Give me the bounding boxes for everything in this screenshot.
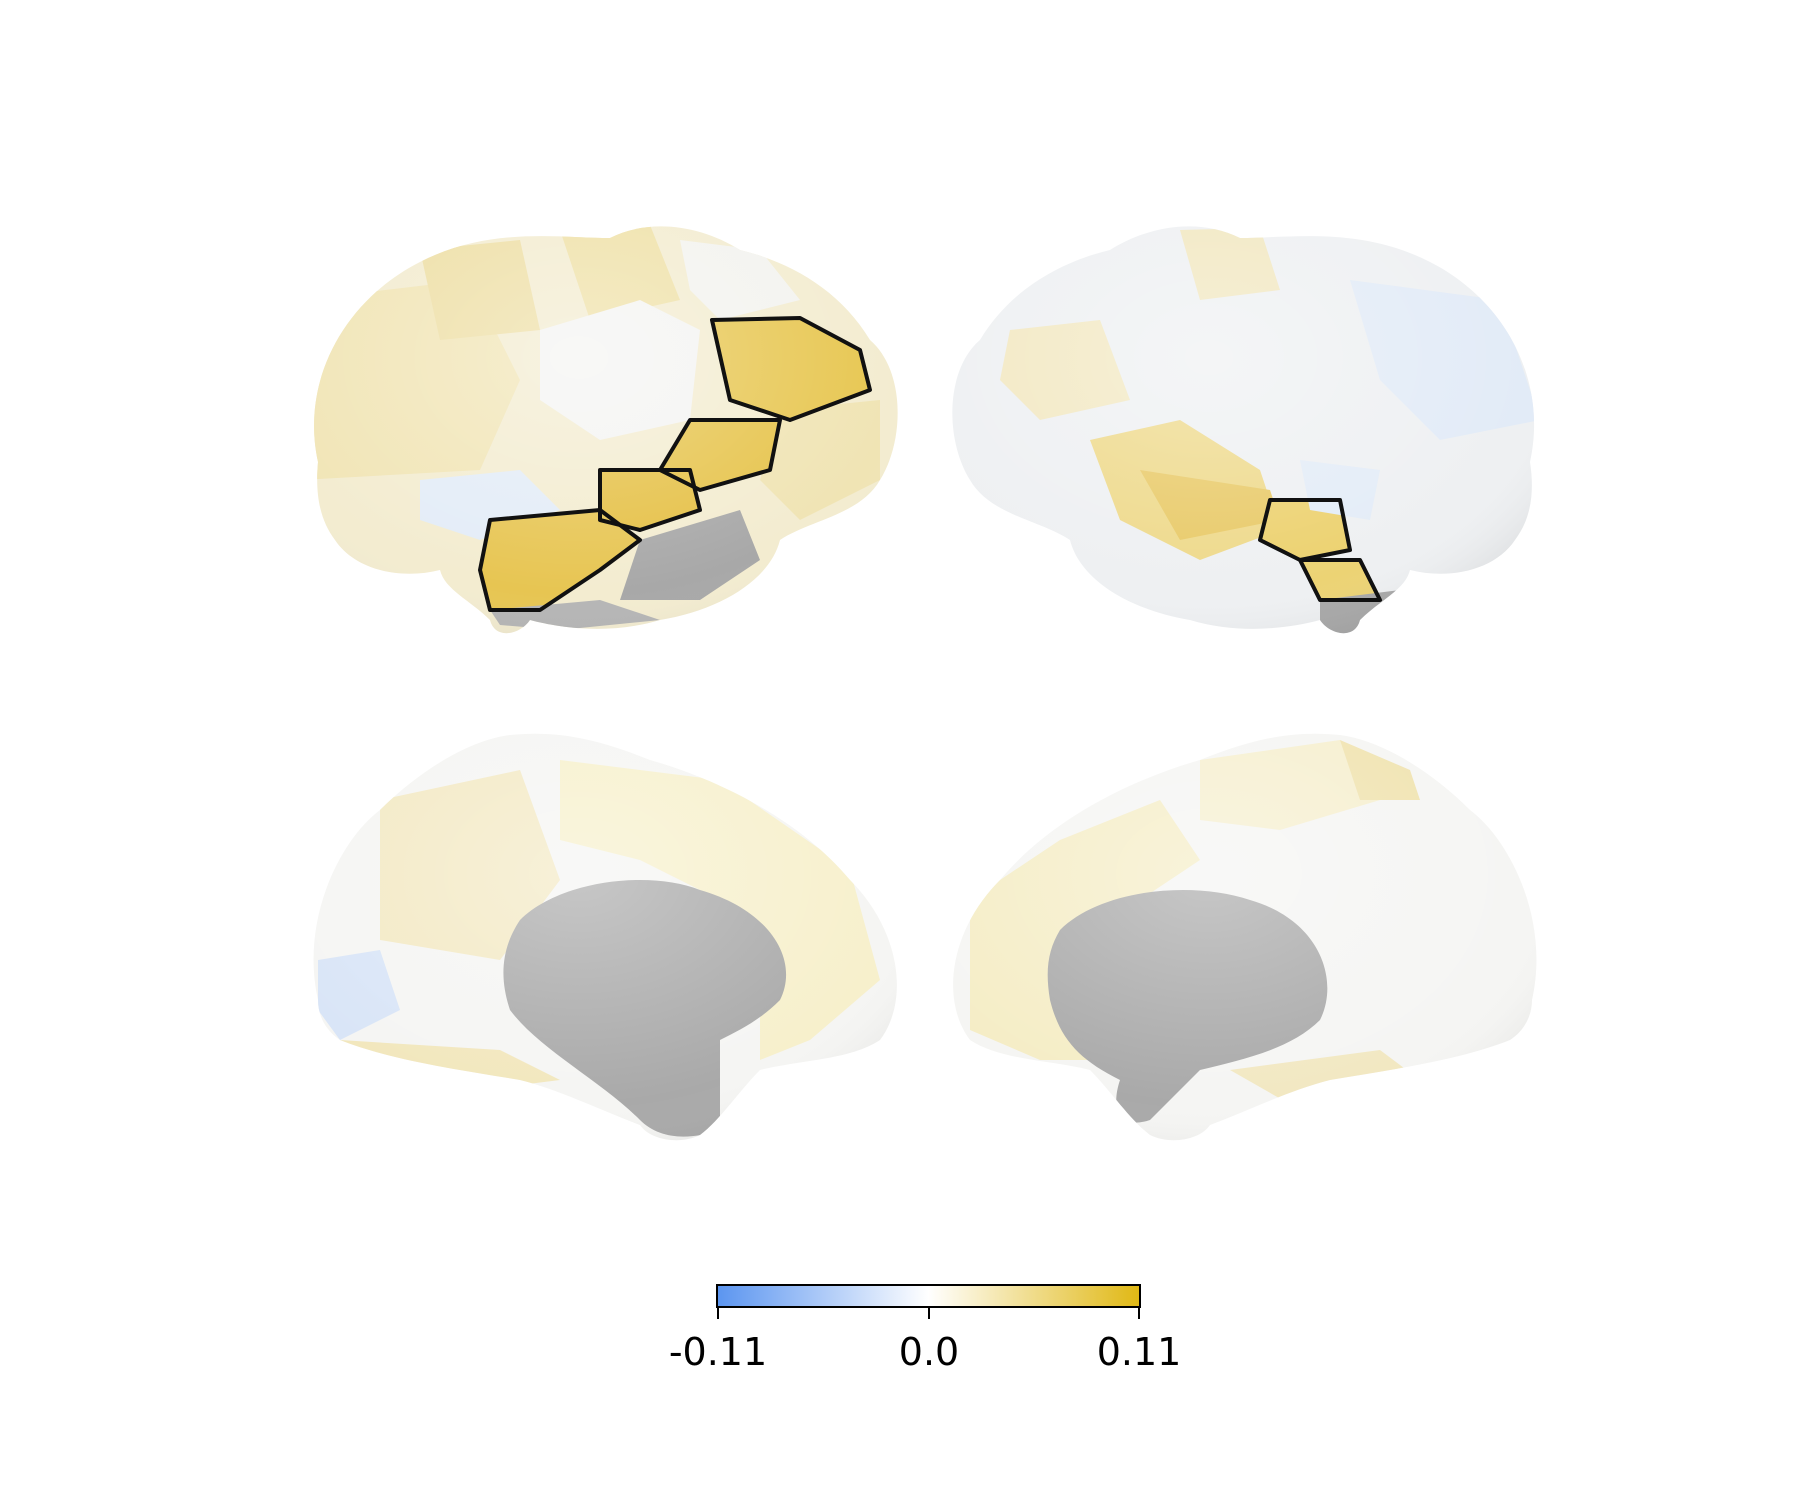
left-lateral-view (314, 226, 898, 634)
colorbar-min-label: -0.11 (669, 1330, 767, 1374)
roi-border-right-2 (1298, 558, 1382, 602)
roi-border-right-1 (1258, 498, 1352, 562)
roi-border-left-4 (478, 508, 642, 612)
right-medial-view (953, 733, 1537, 1141)
left-medial-view (313, 733, 897, 1141)
roi-border-left-1 (710, 316, 872, 422)
colorbar: -0.11 0.0 0.11 (669, 1284, 1182, 1374)
right-lateral-view (952, 226, 1535, 634)
colorbar-max-label: 0.11 (1097, 1330, 1182, 1374)
colorbar-mid-label: 0.0 (899, 1330, 959, 1374)
roi-border-left-2 (658, 418, 782, 492)
colorbar-gradient (716, 1284, 1141, 1308)
